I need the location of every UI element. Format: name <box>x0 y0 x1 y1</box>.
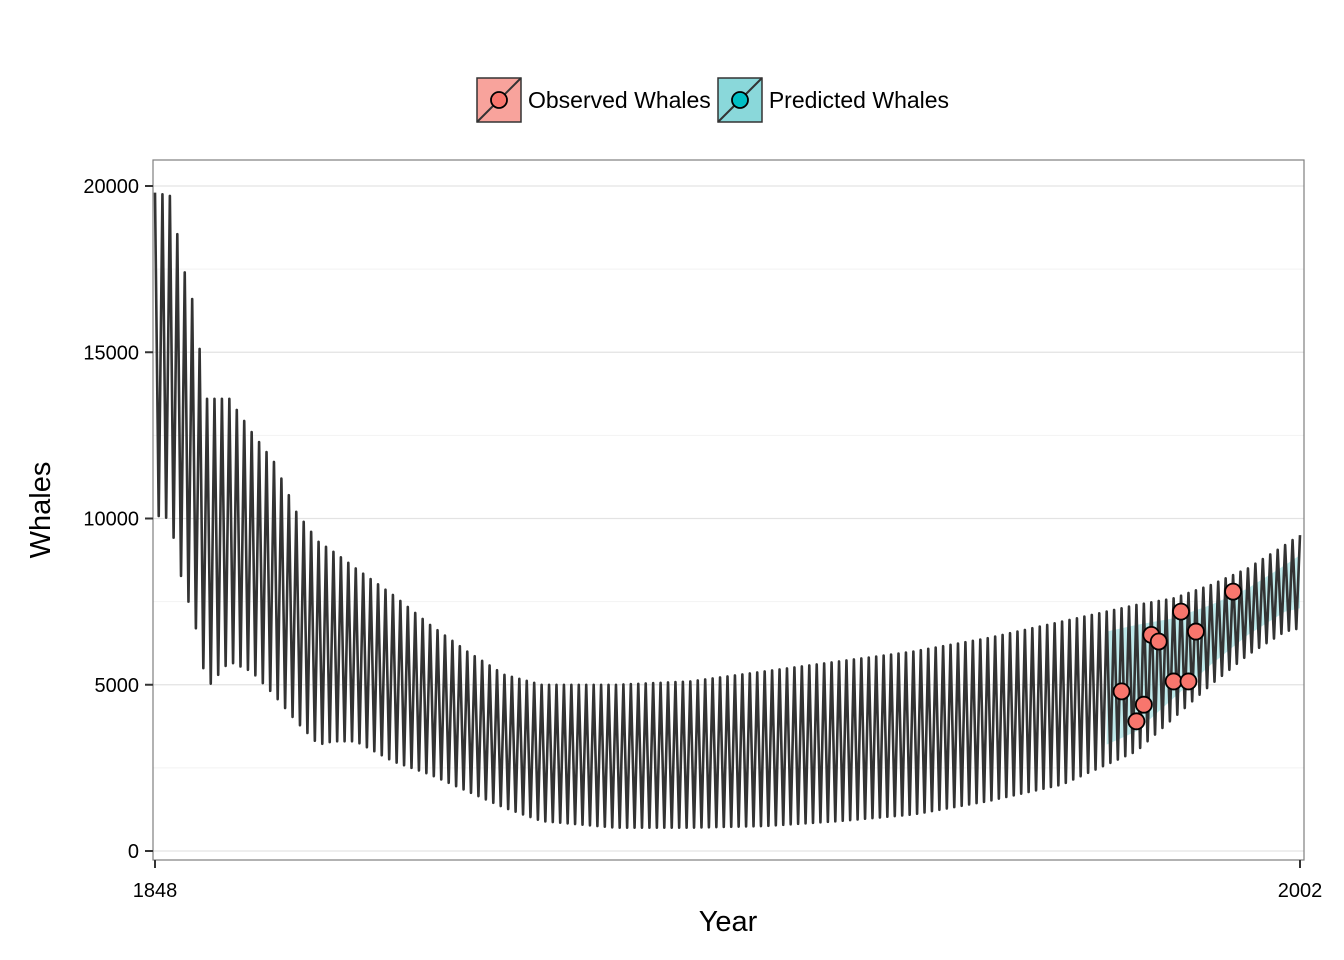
y-axis-title: Whales <box>25 462 57 559</box>
observed-point <box>1127 712 1146 731</box>
legend-label-observed: Observed Whales <box>528 86 711 113</box>
predicted-whales-line <box>153 192 1302 830</box>
panel-border <box>152 159 1305 861</box>
y-tick-label: 10000 <box>83 509 139 531</box>
observed-point <box>1172 602 1190 621</box>
legend-item-observed: Observed Whales <box>476 77 711 123</box>
legend-item-predicted: Predicted Whales <box>717 77 949 123</box>
observed-point <box>1187 622 1205 641</box>
legend: Observed Whales Predicted Whales <box>476 76 949 124</box>
y-tick-label: 20000 <box>83 176 139 198</box>
y-tick-label: 0 <box>128 841 139 863</box>
x-tick-label: 1848 <box>133 880 178 902</box>
legend-key-observed <box>476 77 522 123</box>
observed-point <box>1224 582 1242 601</box>
observed-point <box>1149 632 1168 651</box>
legend-key-predicted <box>717 77 763 123</box>
x-tick-label: 2002 <box>1278 880 1323 902</box>
x-axis-title: Year <box>699 906 758 938</box>
legend-label-predicted: Predicted Whales <box>768 86 950 113</box>
observed-point <box>1164 672 1183 691</box>
observed-point <box>1179 672 1198 691</box>
observed-point <box>1134 695 1153 714</box>
y-tick-label: 15000 <box>83 342 139 364</box>
y-tick-label: 5000 <box>95 675 140 697</box>
observed-point <box>1112 682 1131 701</box>
